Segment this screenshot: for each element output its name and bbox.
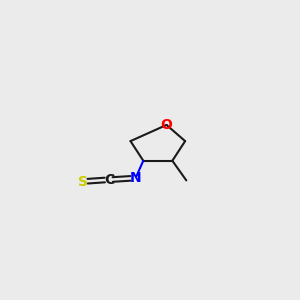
Text: C: C <box>104 173 115 187</box>
Text: N: N <box>130 171 141 185</box>
Text: S: S <box>78 175 88 188</box>
Text: O: O <box>160 118 172 132</box>
